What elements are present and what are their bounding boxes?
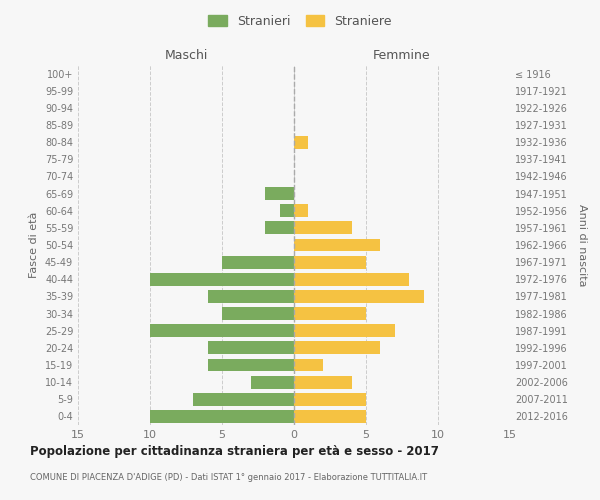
Bar xyxy=(294,238,380,252)
Bar xyxy=(294,393,366,406)
Bar xyxy=(150,410,294,423)
Text: Popolazione per cittadinanza straniera per età e sesso - 2017: Popolazione per cittadinanza straniera p… xyxy=(30,445,439,458)
Bar xyxy=(294,358,323,372)
Bar xyxy=(294,376,352,388)
Bar xyxy=(294,273,409,285)
Bar xyxy=(265,187,294,200)
Bar xyxy=(222,256,294,268)
Text: Maschi: Maschi xyxy=(164,48,208,62)
Text: COMUNE DI PIACENZA D'ADIGE (PD) - Dati ISTAT 1° gennaio 2017 - Elaborazione TUTT: COMUNE DI PIACENZA D'ADIGE (PD) - Dati I… xyxy=(30,472,427,482)
Bar xyxy=(294,410,366,423)
Bar xyxy=(265,222,294,234)
Bar xyxy=(222,307,294,320)
Bar xyxy=(150,324,294,337)
Y-axis label: Anni di nascita: Anni di nascita xyxy=(577,204,587,286)
Bar xyxy=(280,204,294,217)
Bar xyxy=(294,256,366,268)
Bar xyxy=(294,136,308,148)
Bar xyxy=(193,393,294,406)
Bar xyxy=(294,307,366,320)
Legend: Stranieri, Straniere: Stranieri, Straniere xyxy=(205,11,395,32)
Y-axis label: Fasce di età: Fasce di età xyxy=(29,212,39,278)
Bar xyxy=(208,290,294,303)
Bar xyxy=(208,358,294,372)
Bar xyxy=(294,342,380,354)
Text: Femmine: Femmine xyxy=(373,48,431,62)
Bar xyxy=(251,376,294,388)
Bar xyxy=(150,273,294,285)
Bar xyxy=(208,342,294,354)
Bar xyxy=(294,290,424,303)
Bar xyxy=(294,222,352,234)
Bar xyxy=(294,324,395,337)
Bar xyxy=(294,204,308,217)
